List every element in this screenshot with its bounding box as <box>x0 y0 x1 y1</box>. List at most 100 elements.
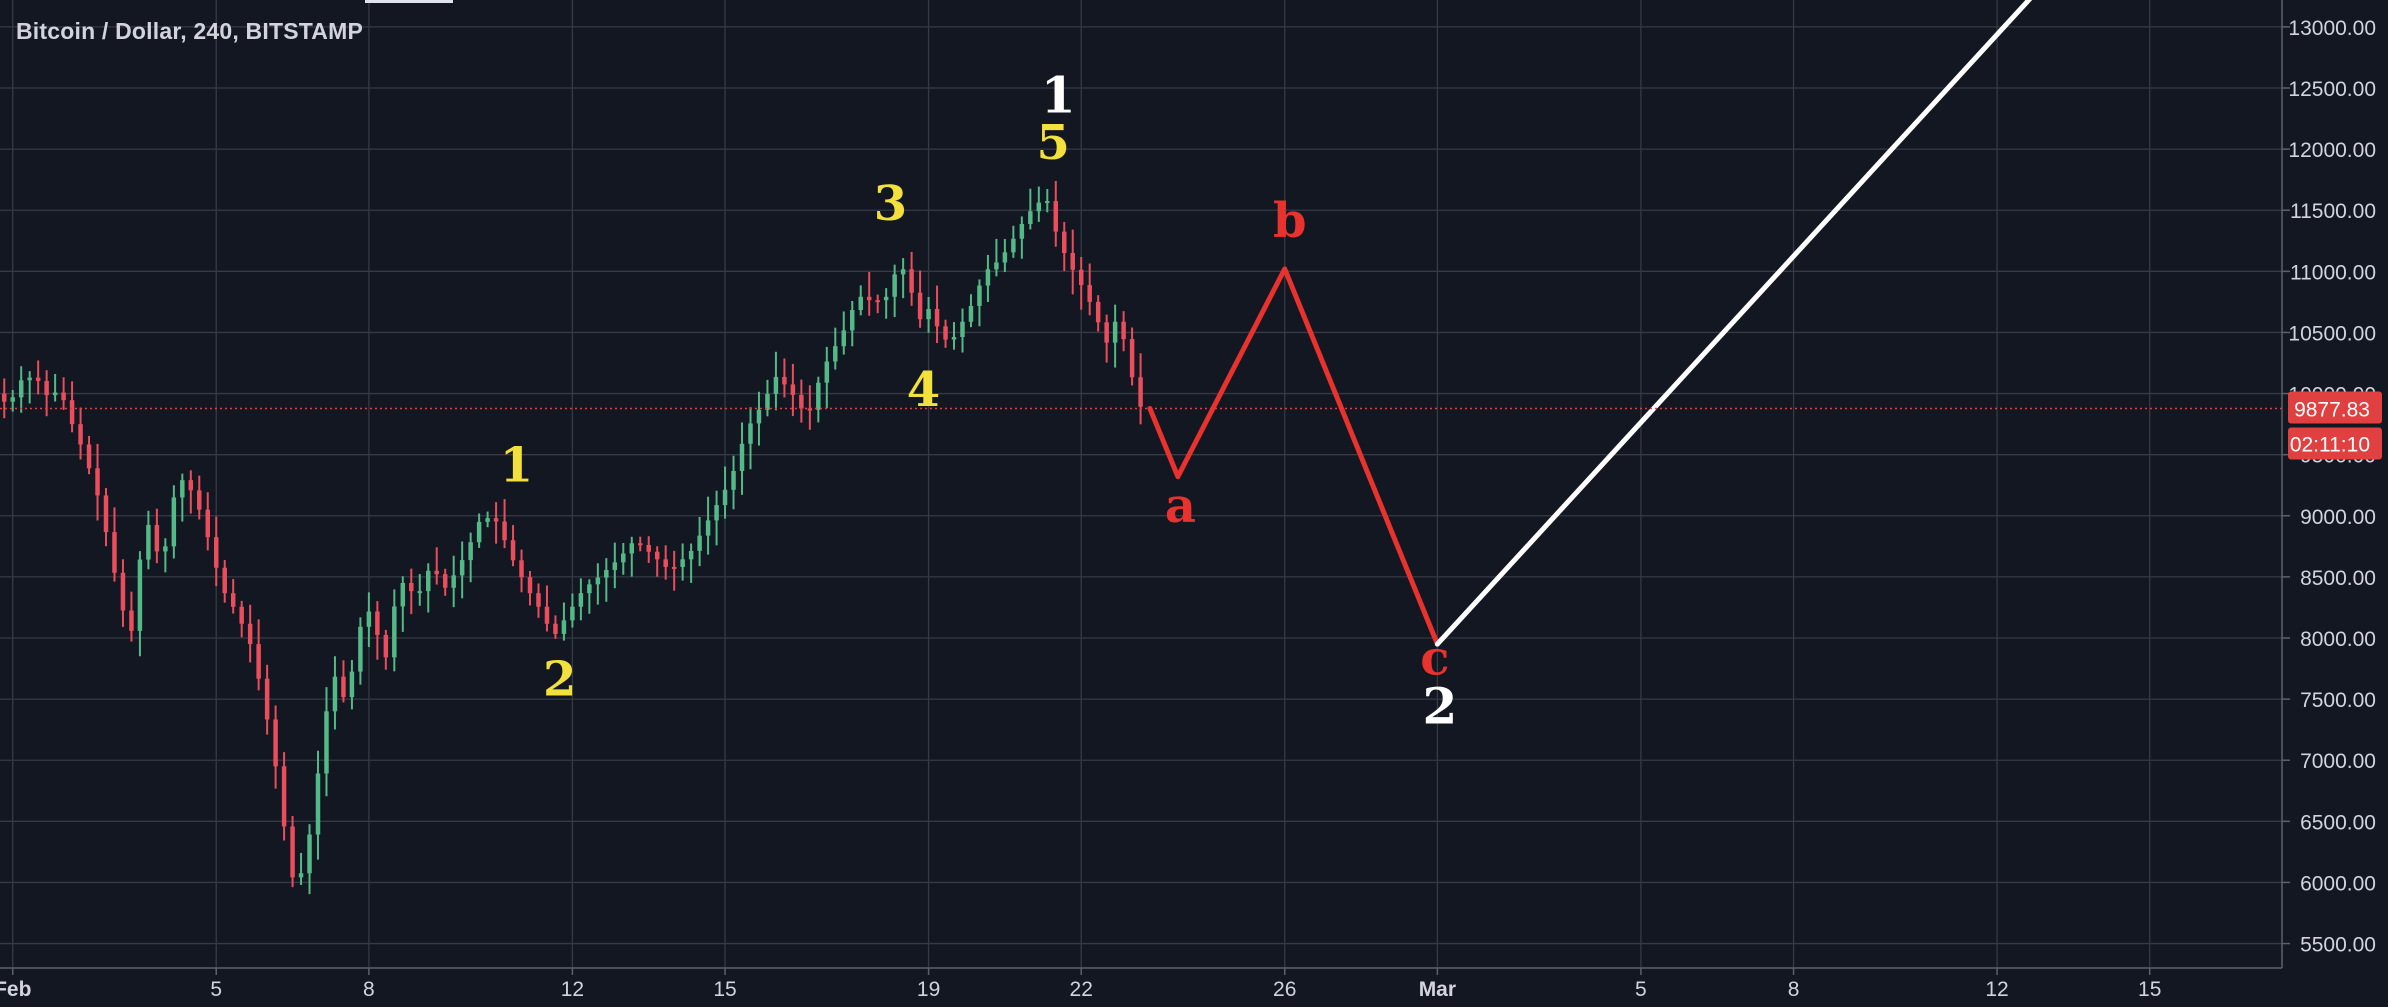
candle <box>1028 188 1033 230</box>
candle-body <box>561 620 567 634</box>
wave-label: 3 <box>874 176 907 232</box>
candle <box>858 285 863 316</box>
candle-body <box>850 310 855 331</box>
candle-body <box>1045 201 1050 204</box>
candle-body <box>69 400 75 425</box>
candle <box>392 589 397 672</box>
correction-abc-line <box>1147 266 1440 647</box>
candle-body <box>256 644 261 679</box>
candle <box>790 363 796 417</box>
candle <box>180 473 185 522</box>
candle <box>510 525 516 567</box>
candle-body <box>273 719 278 767</box>
candle <box>985 254 991 302</box>
candle-body <box>934 309 940 327</box>
candle-body <box>1087 285 1092 302</box>
candle-body <box>324 711 329 774</box>
candle <box>841 311 847 355</box>
price-tick-label: 11000.00 <box>2290 261 2376 284</box>
candle <box>782 358 787 398</box>
candle <box>273 705 278 789</box>
price-tick-label: 5500.00 <box>2300 934 2376 957</box>
candle-body <box>154 524 160 552</box>
time-axis: Feb 5 8 12 15 19 22 26 Mar 5 8 12 15 <box>0 967 2388 1002</box>
wave-label: 1 <box>1041 65 1076 124</box>
candle <box>290 816 295 888</box>
candle <box>688 543 694 583</box>
candle-body <box>188 480 194 491</box>
candle <box>1129 327 1135 386</box>
candle <box>553 615 558 639</box>
time-tick-label: 15 <box>2138 978 2161 1001</box>
countdown-value: 02:11:10 <box>2290 433 2370 456</box>
candle-body <box>570 606 575 621</box>
candle-body <box>307 834 312 874</box>
time-tick-label: 12 <box>1985 978 2008 1001</box>
candle-body <box>536 593 541 607</box>
candle <box>230 578 236 614</box>
candle <box>171 485 177 559</box>
candle-body <box>909 269 914 293</box>
price-axis-background <box>2282 0 2388 1002</box>
wave-label: 2 <box>543 651 576 707</box>
candle <box>883 288 889 319</box>
price-tick-label: 7000.00 <box>2300 750 2376 773</box>
candle <box>451 555 456 608</box>
candle <box>52 373 58 402</box>
candle-body <box>129 610 134 631</box>
candle <box>298 852 304 885</box>
price-tick-label: 8000.00 <box>2300 628 2376 651</box>
candle <box>977 279 982 327</box>
candle-body <box>1002 252 1008 263</box>
candle <box>222 560 227 603</box>
candle <box>824 346 830 409</box>
candle-body <box>230 593 236 607</box>
candle <box>1104 314 1109 363</box>
candle <box>18 366 24 413</box>
candle <box>629 536 635 577</box>
candle <box>773 351 779 411</box>
candle-body <box>994 262 999 270</box>
candle <box>163 538 168 573</box>
candle <box>968 294 974 328</box>
candle <box>1121 311 1126 352</box>
candle-body <box>392 606 397 658</box>
candle-body <box>222 567 227 594</box>
candle-body <box>951 337 957 340</box>
candle-body <box>638 543 643 546</box>
candle <box>1078 256 1084 310</box>
candle <box>536 583 541 618</box>
axis-corner <box>2282 968 2388 1002</box>
candle-body <box>722 489 728 506</box>
candle-body <box>451 575 456 588</box>
candle <box>816 376 821 423</box>
candle <box>1011 225 1016 258</box>
candle-body <box>1112 321 1118 343</box>
candle-body <box>400 583 406 607</box>
candle-body <box>773 376 779 394</box>
candle <box>61 377 66 410</box>
candle-body <box>1129 339 1135 378</box>
candle-body <box>502 521 507 541</box>
candle-body <box>595 577 601 585</box>
candle-body <box>485 518 490 522</box>
candle <box>1002 239 1008 273</box>
time-tick-label: Feb <box>0 978 31 1001</box>
candle-body <box>264 678 270 720</box>
last-price-value: 9877.83 <box>2294 398 2370 421</box>
candle <box>900 258 906 299</box>
candle-body <box>86 444 92 469</box>
candle-body <box>578 593 584 607</box>
candle <box>544 585 550 632</box>
candle-body <box>782 376 787 385</box>
candle <box>502 499 507 549</box>
candle <box>324 687 329 797</box>
candle <box>332 656 338 730</box>
candle <box>663 545 668 580</box>
candle-body <box>417 591 423 594</box>
candle-body <box>943 326 948 340</box>
time-tick-label: 22 <box>1070 978 1093 1001</box>
candle <box>807 385 813 430</box>
